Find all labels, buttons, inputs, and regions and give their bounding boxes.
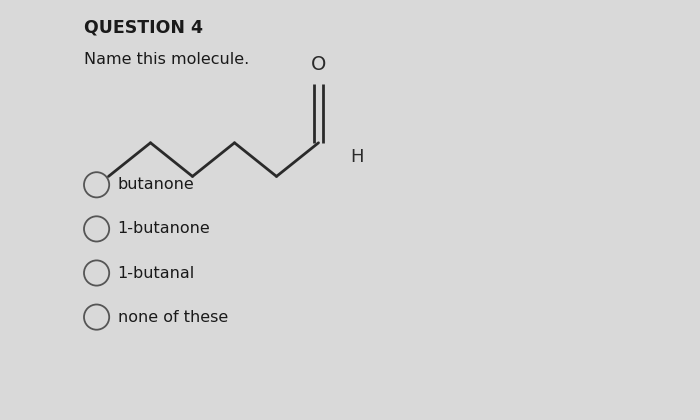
Text: H: H (350, 149, 363, 166)
Text: 1-butanone: 1-butanone (118, 221, 210, 236)
Text: Name this molecule.: Name this molecule. (84, 52, 249, 68)
Text: butanone: butanone (118, 177, 195, 192)
Text: 1-butanal: 1-butanal (118, 265, 195, 281)
Text: O: O (311, 55, 326, 74)
Text: none of these: none of these (118, 310, 228, 325)
Text: QUESTION 4: QUESTION 4 (84, 19, 203, 37)
